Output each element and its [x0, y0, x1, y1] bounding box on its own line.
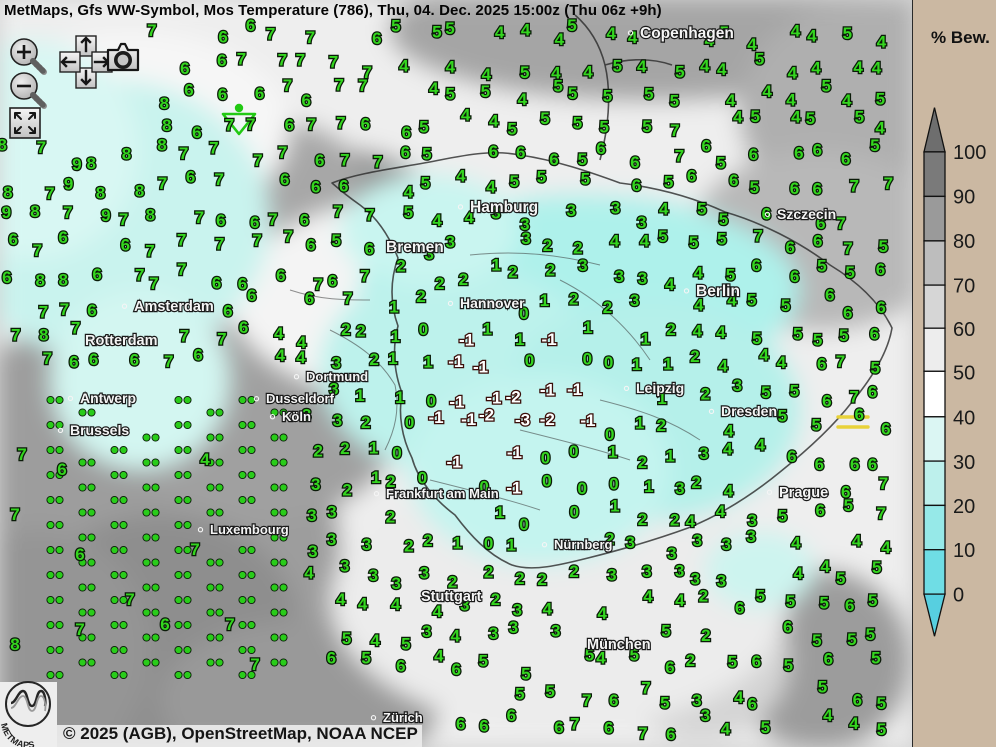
svg-text:30: 30: [953, 452, 975, 474]
svg-text:Bremen: Bremen: [386, 239, 444, 256]
svg-text:Frankfurt am Main: Frankfurt am Main: [386, 486, 499, 501]
svg-text:Antwerp: Antwerp: [80, 390, 136, 406]
svg-text:100: 100: [953, 142, 986, 164]
svg-text:70: 70: [953, 276, 975, 298]
svg-text:München: München: [587, 637, 651, 653]
svg-text:90: 90: [953, 187, 975, 209]
svg-text:Köln: Köln: [282, 409, 311, 424]
svg-text:Copenhagen: Copenhagen: [640, 25, 734, 42]
svg-text:Rotterdam: Rotterdam: [85, 333, 158, 349]
svg-text:Hannover: Hannover: [460, 295, 525, 311]
svg-text:Stuttgart: Stuttgart: [421, 589, 482, 605]
svg-text:Dortmund: Dortmund: [306, 369, 368, 384]
svg-text:Brussels: Brussels: [70, 422, 129, 438]
svg-text:80: 80: [953, 231, 975, 253]
svg-text:Amsterdam: Amsterdam: [134, 299, 214, 315]
svg-text:Dusseldorf: Dusseldorf: [266, 391, 335, 406]
svg-text:Zürich: Zürich: [383, 710, 423, 725]
svg-text:Prague: Prague: [779, 485, 828, 501]
svg-text:Dresden: Dresden: [721, 403, 777, 419]
svg-text:Szczecin: Szczecin: [777, 206, 836, 222]
svg-text:Berlin: Berlin: [696, 283, 740, 300]
svg-text:Nürnberg: Nürnberg: [554, 537, 613, 552]
svg-text:60: 60: [953, 319, 975, 341]
svg-text:10: 10: [953, 540, 975, 562]
svg-text:Luxembourg: Luxembourg: [210, 522, 289, 537]
svg-text:40: 40: [953, 408, 975, 430]
svg-text:Hamburg: Hamburg: [470, 199, 538, 216]
svg-text:20: 20: [953, 496, 975, 518]
svg-text:50: 50: [953, 363, 975, 385]
svg-text:Leipzig: Leipzig: [636, 380, 684, 396]
svg-text:0: 0: [953, 585, 964, 607]
